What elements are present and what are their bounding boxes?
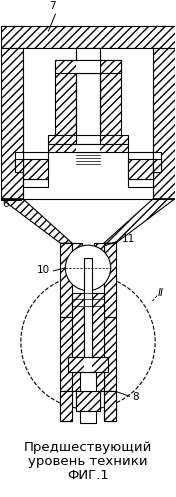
Polygon shape (104, 199, 175, 243)
Bar (76, 61, 100, 74)
Text: 7: 7 (49, 1, 56, 11)
Bar (104, 391, 116, 421)
Text: 11: 11 (122, 234, 135, 244)
Bar (48, 135, 76, 145)
Bar (104, 391, 116, 421)
Bar (104, 317, 116, 391)
Bar (23, 159, 48, 179)
Bar (94, 243, 104, 273)
Text: 6: 6 (3, 199, 9, 209)
Bar (84, 357, 92, 372)
Bar (100, 61, 121, 135)
Bar (60, 391, 72, 421)
Bar (80, 411, 96, 423)
Bar (153, 152, 161, 172)
Bar (76, 48, 100, 135)
Bar (60, 243, 72, 317)
Bar (84, 258, 92, 357)
Bar (72, 293, 84, 357)
Bar (60, 317, 72, 391)
Bar (72, 243, 82, 273)
Bar (76, 391, 100, 411)
Text: ФИГ.1: ФИГ.1 (67, 469, 109, 482)
Text: 10: 10 (37, 265, 50, 275)
Text: 8: 8 (133, 392, 139, 402)
Bar (72, 372, 104, 391)
Text: уровень техники: уровень техники (28, 455, 148, 468)
Text: Предшествующий: Предшествующий (24, 441, 152, 454)
Bar (23, 48, 153, 97)
Bar (128, 159, 153, 179)
Bar (76, 145, 100, 152)
Bar (55, 61, 76, 135)
Bar (1, 26, 175, 48)
Bar (23, 179, 48, 187)
Bar (68, 357, 108, 372)
Bar (92, 293, 104, 357)
Bar (76, 391, 100, 411)
Bar (100, 135, 128, 145)
Circle shape (65, 245, 111, 291)
Bar (55, 61, 121, 74)
Bar (128, 152, 153, 179)
Bar (104, 243, 116, 317)
Text: II: II (158, 288, 164, 298)
Bar (15, 152, 23, 172)
Polygon shape (1, 199, 72, 243)
Bar (80, 372, 96, 391)
Bar (15, 159, 23, 172)
Bar (153, 159, 161, 172)
Bar (128, 179, 153, 187)
Bar (48, 145, 128, 152)
Bar (60, 391, 72, 421)
Bar (1, 26, 23, 199)
Bar (23, 152, 48, 179)
Bar (153, 26, 175, 199)
